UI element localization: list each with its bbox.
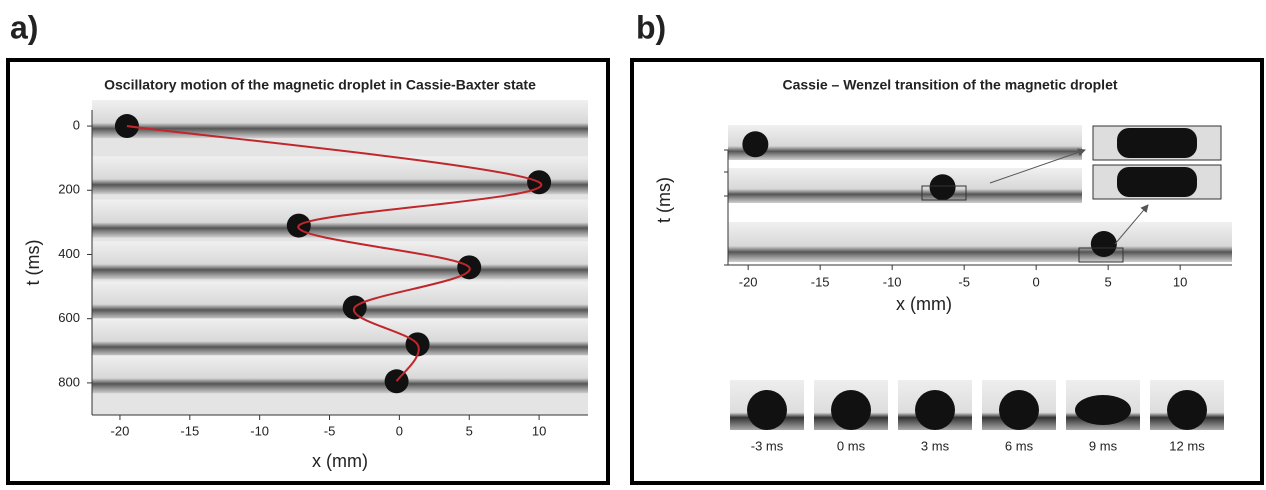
panel-a-border: [6, 58, 610, 485]
x-tick-label: 5: [1105, 274, 1112, 289]
frame-label: 0 ms: [837, 438, 866, 453]
x-tick-label: -5: [958, 274, 970, 289]
y-tick-label: 200: [58, 182, 80, 197]
x-axis-label: x (mm): [312, 451, 368, 471]
panel-b: -20 -15 -10 -5 0 5 10 x (mm) t (ms) -3 ms 0 ms 3 ms…: [654, 125, 1232, 453]
droplet: [915, 390, 955, 430]
panel-label: a): [10, 9, 38, 45]
frame-label: 12 ms: [1169, 438, 1205, 453]
droplet: [1090, 231, 1117, 257]
y-tick-label: 400: [58, 246, 80, 261]
x-tick-label: -20: [739, 274, 758, 289]
frame-label: 9 ms: [1089, 438, 1118, 453]
y-tick-label: 800: [58, 374, 80, 389]
arrow: [1114, 204, 1149, 245]
y-tick-label: 600: [58, 310, 80, 325]
frame-label: 3 ms: [921, 438, 950, 453]
x-tick-label: -10: [250, 423, 269, 438]
photo-strip: [92, 100, 588, 139]
x-tick-label: 0: [1033, 274, 1040, 289]
chart-title: Cassie – Wenzel transition of the magnet…: [782, 77, 1117, 93]
x-tick-label: 0: [396, 423, 403, 438]
trajectory: [126, 125, 543, 382]
photo-strip: [728, 125, 1082, 160]
photo-strip: [92, 241, 588, 280]
panel-b-border: [630, 58, 1264, 485]
photo-strip: [728, 168, 1082, 203]
x-tick-label: -15: [811, 274, 830, 289]
x-tick-label: 10: [1173, 274, 1187, 289]
x-tick-label: -15: [180, 423, 199, 438]
droplet: [747, 390, 787, 430]
zoom-box: [1078, 247, 1124, 263]
photo-strip: [92, 156, 588, 195]
photo-strip: [728, 222, 1232, 262]
y-axis-label: t (ms): [23, 240, 43, 286]
frame-label: -3 ms: [751, 438, 784, 453]
chart-title: Oscillatory motion of the magnetic dropl…: [104, 77, 536, 93]
x-tick-label: -10: [883, 274, 902, 289]
inset-droplet: [1117, 167, 1197, 197]
x-tick-label: -20: [111, 423, 130, 438]
zoom-box: [921, 185, 967, 201]
frame-label: 6 ms: [1005, 438, 1034, 453]
photo-strip: [92, 318, 588, 357]
photo-strip: [92, 355, 588, 394]
inset-droplet: [1117, 128, 1197, 158]
droplet: [742, 131, 769, 158]
x-tick-label: 10: [532, 423, 546, 438]
y-axis-label: t (ms): [654, 177, 674, 223]
panel-a: -20 -15 -10 -5 0 5 10 0 200 400 600 800 x (mm) t (ms): [23, 100, 588, 471]
droplet: [929, 174, 956, 201]
photo-strip: [92, 281, 588, 320]
photo-strip: [92, 199, 588, 238]
x-axis-label: x (mm): [896, 294, 952, 314]
x-tick-label: -5: [324, 423, 336, 438]
panel-label: b): [636, 9, 666, 45]
x-tick-label: 5: [466, 423, 473, 438]
droplet: [1075, 395, 1131, 425]
droplet: [831, 390, 871, 430]
y-tick-label: 0: [73, 117, 80, 132]
droplet: [1167, 390, 1207, 430]
arrow: [989, 148, 1086, 184]
droplet: [999, 390, 1039, 430]
